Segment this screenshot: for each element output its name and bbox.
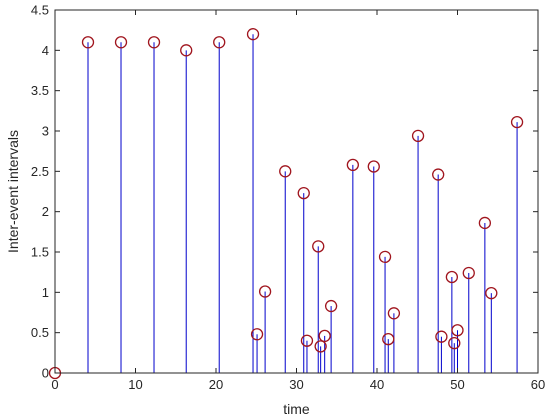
y-tick-label: 4.5 — [31, 3, 49, 18]
stem-marker — [297, 186, 310, 200]
stem-marker — [147, 36, 161, 49]
stem-marker — [114, 36, 128, 49]
stem-marker — [258, 285, 272, 298]
stem-marker — [81, 36, 95, 49]
stem-marker — [318, 329, 331, 343]
stem-marker — [346, 158, 360, 172]
stem-marker — [312, 240, 325, 253]
x-tick-label: 60 — [531, 377, 545, 392]
y-tick-label: 1.5 — [31, 245, 49, 260]
stem-marker — [367, 160, 380, 173]
stem-marker — [462, 266, 475, 280]
stem-marker — [180, 44, 193, 57]
stem-marker — [300, 334, 314, 347]
stem-marker — [382, 332, 395, 346]
stem-marker — [279, 165, 292, 178]
y-tick-label: 0 — [42, 366, 49, 381]
y-tick-label: 2 — [42, 204, 49, 219]
stem-marker — [435, 330, 448, 343]
stem-marker — [387, 307, 401, 320]
x-tick-label: 30 — [289, 377, 303, 392]
y-tick-label: 3.5 — [31, 83, 49, 98]
y-tick-label: 1 — [42, 285, 49, 300]
x-tick-label: 10 — [128, 377, 142, 392]
x-tick-label: 0 — [51, 377, 58, 392]
stem-marker — [314, 340, 327, 353]
y-axis-ticks: 0 0.5 1 1.5 2 2.5 3 3.5 4 4.5 — [31, 3, 538, 381]
y-tick-label: 2.5 — [31, 164, 49, 179]
stem-marker — [378, 250, 392, 263]
stem-marker — [213, 36, 226, 49]
stem-marker — [432, 168, 445, 181]
x-axis-ticks: 0 10 20 30 40 50 60 — [51, 10, 545, 392]
x-tick-label: 50 — [450, 377, 464, 392]
y-tick-label: 3 — [42, 124, 49, 139]
stem-marker — [478, 216, 492, 230]
y-tick-label: 0.5 — [31, 325, 49, 340]
stem-marker — [510, 115, 524, 129]
x-tick-label: 20 — [209, 377, 223, 392]
y-tick-label: 4 — [42, 43, 49, 58]
stem-marker — [246, 28, 260, 41]
x-tick-label: 40 — [370, 377, 384, 392]
x-axis-label: time — [283, 401, 310, 417]
stem-marker — [485, 286, 498, 300]
y-axis-label: Inter-event intervals — [5, 130, 21, 253]
stem-marker — [250, 328, 264, 341]
stem-marker — [411, 129, 425, 142]
plot-area — [55, 10, 538, 373]
stem-marker — [445, 270, 459, 284]
stem-marker — [448, 337, 461, 350]
stem-marker — [324, 299, 338, 313]
stem-marker — [451, 324, 464, 337]
